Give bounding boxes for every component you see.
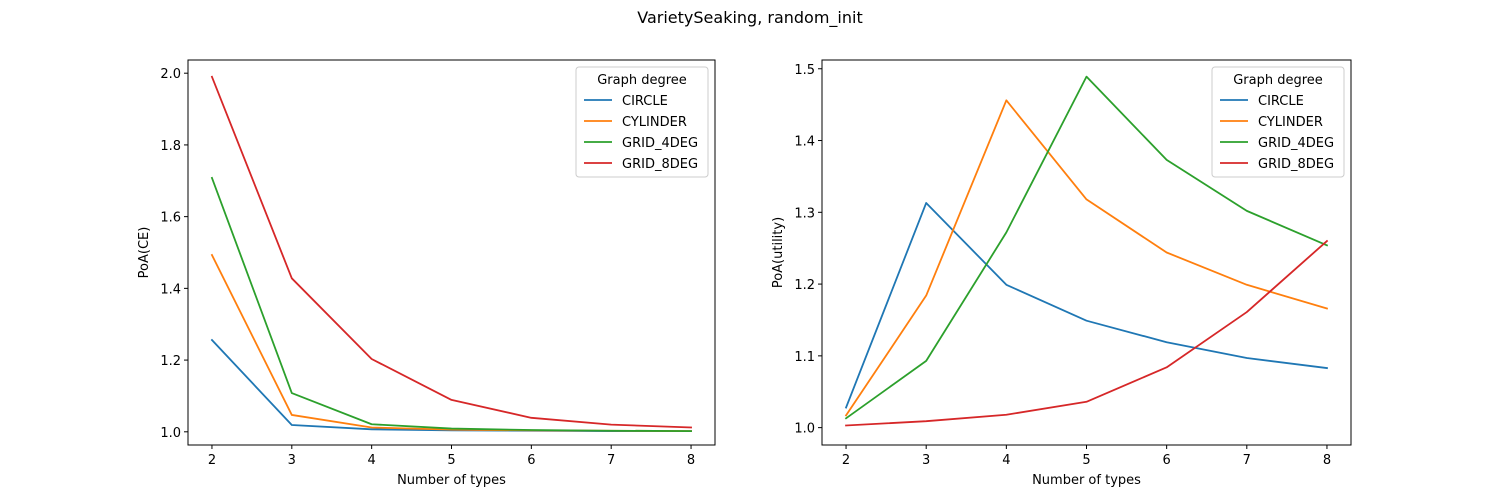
x-tick-label: 5 <box>1082 453 1090 468</box>
x-tick-label: 3 <box>922 453 930 468</box>
legend-label: CIRCLE <box>622 94 668 109</box>
legend-label: GRID_8DEG <box>622 157 698 172</box>
series-line-circle <box>844 202 1328 409</box>
y-tick-label: 1.5 <box>794 63 815 78</box>
y-tick-label: 1.2 <box>160 354 181 369</box>
legend: Graph degree CIRCLE CYLINDER GRID_4DEG GRID_… <box>575 66 709 178</box>
y-tick-label: 1.1 <box>794 350 815 365</box>
y-axis-label: PoA(CE) <box>137 227 152 279</box>
chart-left: 2 3 4 5 6 7 8 1.0 1.2 1.4 1.6 1.8 2.0 Number of types… <box>137 59 716 488</box>
legend-title: Graph degree <box>1233 73 1323 88</box>
x-tick-label: 7 <box>607 453 615 468</box>
legend-title: Graph degree <box>597 73 687 88</box>
x-tick-label: 8 <box>1323 453 1331 468</box>
series-line-grid-8deg <box>210 75 692 429</box>
legend-label: CYLINDER <box>1258 115 1323 130</box>
series-line-cylinder <box>210 253 692 432</box>
x-tick-label: 3 <box>288 453 296 468</box>
y-tick-label: 1.3 <box>794 206 815 221</box>
legend-label: GRID_8DEG <box>1258 157 1334 172</box>
y-tick-label: 2.0 <box>160 67 181 82</box>
x-axis-label: Number of types <box>397 473 506 488</box>
y-tick-label: 1.6 <box>160 211 181 226</box>
x-tick-label: 8 <box>687 453 695 468</box>
x-tick-label: 4 <box>1002 453 1010 468</box>
x-tick-label: 2 <box>208 453 216 468</box>
legend-label: CYLINDER <box>622 115 687 130</box>
legend-box <box>575 66 709 178</box>
y-tick-label: 1.4 <box>160 282 181 297</box>
chart-right: 2 3 4 5 6 7 8 1.0 1.1 1.2 1.3 1.4 1.5 Number of types… <box>771 59 1352 488</box>
legend-box <box>1211 66 1345 178</box>
series-line-circle <box>210 338 692 432</box>
legend-label: GRID_4DEG <box>1258 136 1334 151</box>
x-tick-label: 4 <box>368 453 376 468</box>
legend-label: GRID_4DEG <box>622 136 698 151</box>
y-axis-label: PoA(utility) <box>771 217 786 288</box>
y-tick-label: 1.2 <box>794 278 815 293</box>
x-tick-label: 6 <box>1163 453 1171 468</box>
x-tick-label: 6 <box>527 453 535 468</box>
y-tick-label: 1.4 <box>794 135 815 150</box>
series-line-grid-8deg <box>845 239 1329 427</box>
legend-label: CIRCLE <box>1258 94 1304 109</box>
figure-title: VarietySeaking, random_init <box>637 8 862 28</box>
legend: Graph degree CIRCLE CYLINDER GRID_4DEG GRID_… <box>1211 66 1345 178</box>
x-tick-label: 2 <box>842 453 850 468</box>
x-axis-label: Number of types <box>1032 473 1141 488</box>
series-line-cylinder <box>844 99 1329 417</box>
x-tick-label: 5 <box>447 453 455 468</box>
y-tick-label: 1.0 <box>794 422 815 437</box>
y-tick-label: 1.8 <box>160 139 181 154</box>
series-line-grid-4deg <box>844 75 1329 420</box>
x-tick-label: 7 <box>1243 453 1251 468</box>
y-tick-label: 1.0 <box>160 426 181 441</box>
series-line-grid-4deg <box>210 176 692 432</box>
